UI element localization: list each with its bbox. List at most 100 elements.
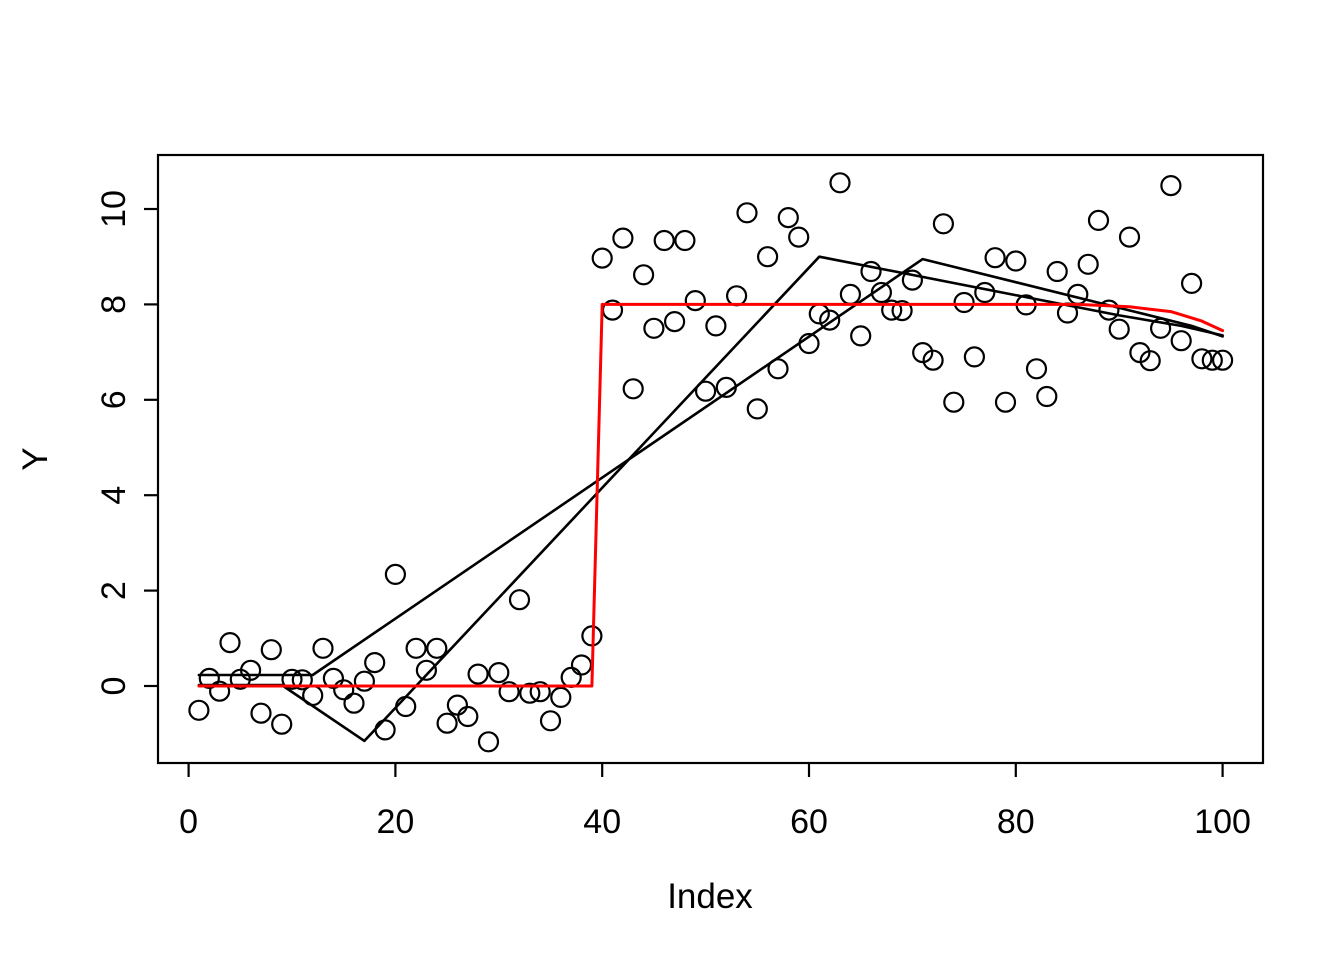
data-point <box>746 398 768 420</box>
data-point <box>1087 209 1110 231</box>
data-point <box>984 247 1006 269</box>
data-point <box>860 260 882 283</box>
data-point <box>488 661 510 684</box>
data-point <box>1211 349 1234 371</box>
scatter-points <box>188 172 1234 753</box>
data-point <box>1077 253 1099 275</box>
data-point <box>663 311 686 333</box>
data-point <box>498 681 520 703</box>
data-point <box>1201 349 1223 371</box>
data-point <box>705 315 727 337</box>
x-axis-ticks: 0 20 40 60 80 100 <box>179 763 1251 841</box>
y-tick-label: 0 <box>95 677 133 696</box>
piecewise-fit-2-line <box>197 257 1224 677</box>
x-axis-title: Index <box>667 877 753 916</box>
data-point <box>881 299 903 321</box>
data-point <box>1036 385 1058 408</box>
data-point <box>891 300 913 322</box>
data-point <box>1118 226 1141 248</box>
data-point <box>508 589 531 611</box>
x-tick-label: 40 <box>583 803 621 841</box>
y-tick-label: 4 <box>95 486 133 505</box>
data-point <box>829 172 851 194</box>
data-point <box>591 247 613 269</box>
data-point <box>684 290 706 312</box>
data-point <box>643 317 665 339</box>
data-point <box>209 680 231 702</box>
data-point <box>943 391 965 413</box>
data-point <box>519 682 541 704</box>
x-tick-label: 100 <box>1194 803 1251 841</box>
data-point <box>901 269 924 291</box>
y-axis-title: Y <box>16 447 55 470</box>
data-point <box>457 705 479 728</box>
data-point <box>922 349 944 371</box>
data-point <box>1108 318 1130 340</box>
data-point <box>250 702 272 724</box>
true-step-function-line <box>197 302 1225 688</box>
data-point <box>1170 330 1192 352</box>
data-point <box>415 659 437 681</box>
data-point <box>674 229 696 252</box>
data-point <box>291 669 313 691</box>
data-point <box>632 264 655 286</box>
data-point <box>539 710 562 732</box>
data-point <box>653 229 675 252</box>
data-point <box>1025 358 1048 380</box>
y-tick-label: 6 <box>95 390 133 409</box>
x-tick-label: 20 <box>376 803 414 841</box>
data-point <box>1191 348 1213 370</box>
data-point <box>188 699 210 721</box>
y-tick-label: 10 <box>95 190 133 228</box>
data-point <box>550 686 572 709</box>
data-point <box>694 380 717 402</box>
data-point <box>281 668 303 690</box>
y-tick-label: 8 <box>95 295 133 314</box>
x-tick-label: 60 <box>790 803 828 841</box>
data-point <box>405 637 427 659</box>
data-point <box>436 712 458 734</box>
data-point <box>1098 299 1120 321</box>
data-point <box>1139 350 1161 372</box>
fit-lines <box>197 255 1225 743</box>
data-point <box>756 246 779 268</box>
plot-border <box>156 153 1265 765</box>
data-point <box>240 659 262 681</box>
data-point <box>364 651 386 674</box>
data-point <box>777 207 799 229</box>
x-tick-label: 80 <box>997 803 1035 841</box>
y-tick-label: 2 <box>95 581 133 600</box>
data-point <box>477 731 500 753</box>
data-point <box>467 663 489 685</box>
data-point <box>271 713 293 735</box>
data-point <box>333 679 355 701</box>
data-point <box>994 391 1017 413</box>
data-point <box>974 281 996 304</box>
data-point <box>384 563 406 586</box>
data-point <box>312 637 334 659</box>
data-point <box>963 346 986 368</box>
data-point <box>736 202 758 224</box>
data-point <box>343 692 365 714</box>
data-point <box>529 681 551 703</box>
x-tick-label: 0 <box>179 803 198 841</box>
data-point <box>1046 260 1068 283</box>
data-point <box>932 213 955 235</box>
data-point <box>612 227 634 249</box>
data-point <box>260 639 282 661</box>
data-point <box>953 291 975 314</box>
data-point <box>1005 250 1027 272</box>
data-point <box>426 637 448 659</box>
data-point <box>850 325 872 347</box>
y-axis-ticks: 0 2 4 6 8 10 <box>95 190 158 695</box>
data-point <box>198 667 220 690</box>
data-point <box>353 670 375 692</box>
data-point <box>1160 175 1182 197</box>
data-point <box>788 226 810 248</box>
data-point <box>819 309 841 331</box>
data-point <box>219 631 241 654</box>
data-point <box>1180 272 1203 294</box>
